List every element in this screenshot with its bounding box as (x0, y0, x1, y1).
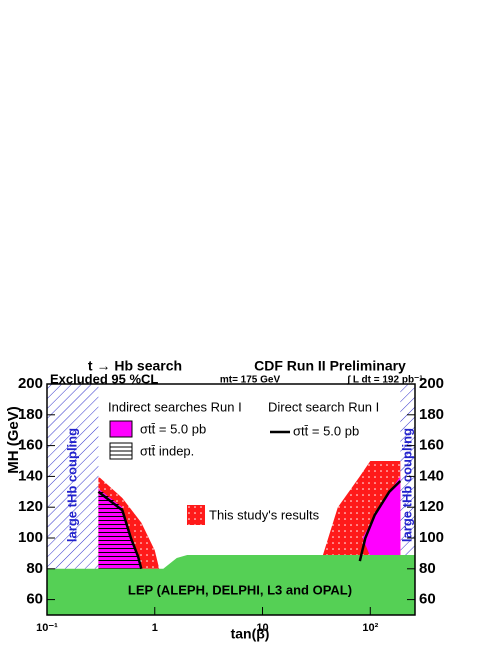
region (98, 488, 142, 569)
annotation: large tHb coupling (399, 428, 414, 542)
x-tick-label: 10⁻¹ (36, 622, 58, 634)
plot-area (47, 384, 415, 615)
frame (46, 383, 416, 616)
subtitle: CDF Run II Preliminary (254, 358, 406, 374)
y-tick-label: 140 (18, 467, 43, 484)
y-tick-label: 160 (18, 437, 43, 454)
y2-tick-label: 140 (419, 467, 444, 484)
y-tick-label: 200 (18, 375, 43, 392)
x-tick-label: 10² (362, 622, 378, 634)
y2-tick-label: 160 (419, 437, 444, 454)
title: t → Hb search (88, 358, 182, 374)
legend-heading: Direct search Run I (268, 399, 379, 414)
annotation: large tHb coupling (64, 428, 79, 542)
contour-line (97, 490, 143, 570)
y-tick-label: 60 (26, 591, 43, 608)
annotation: ∫ L dt = 192 pb⁻¹ (346, 375, 423, 386)
legend-heading: Indirect searches Run I (108, 399, 242, 414)
annotation: LEP (ALEPH, DELPHI, L3 and OPAL) (128, 582, 352, 597)
legend-label: This study's results (209, 507, 320, 522)
region (47, 384, 99, 569)
legend-swatch (109, 420, 133, 438)
y-tick-label: 180 (18, 406, 43, 423)
y2-tick-label: 100 (419, 529, 444, 546)
annotation: Excluded 95 %CL (50, 371, 158, 386)
y-tick-label: 80 (26, 560, 43, 577)
legend-swatch (187, 505, 205, 525)
y2-tick-label: 200 (419, 375, 444, 392)
legend-label: σtt̄ indep. (140, 443, 194, 458)
y-axis-label: MH (GeV) (5, 406, 22, 474)
x-tick-label: 10 (256, 622, 268, 634)
y2-tick-label: 60 (419, 591, 436, 608)
y2-tick-label: 80 (419, 560, 436, 577)
x-tick-label: 1 (152, 622, 158, 634)
region (47, 554, 415, 615)
region (362, 476, 401, 557)
y-tick-label: 100 (18, 529, 43, 546)
contour-line (358, 480, 402, 562)
y2-tick-label: 120 (419, 498, 444, 515)
y-tick-label: 120 (18, 498, 43, 515)
legend-swatch-hatch (110, 446, 132, 456)
legend-label: σtt̄ = 5.0 pb (140, 421, 206, 436)
legend-label: σtt̄ = 5.0 pb (293, 423, 359, 438)
y2-tick-label: 180 (419, 406, 444, 423)
x-axis-label: tan(β) (231, 626, 270, 642)
annotation: mt= 175 GeV (220, 375, 281, 386)
